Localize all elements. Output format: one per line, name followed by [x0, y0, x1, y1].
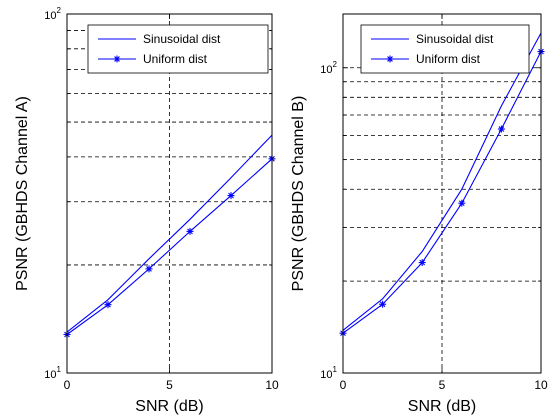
data-point: [227, 192, 235, 200]
data-point: [458, 199, 466, 207]
y-tick-label: 101: [44, 365, 61, 381]
legend-entry: Sinusoidal dist: [416, 32, 494, 46]
series-line-1: [66, 134, 273, 333]
y-tick-label: 102: [320, 60, 337, 76]
legend-marker: [386, 55, 394, 63]
legend-marker: [113, 55, 121, 63]
data-point: [104, 301, 112, 309]
data-point: [379, 300, 387, 308]
x-tick-label: 0: [64, 378, 71, 392]
legend-entry: Uniform dist: [416, 52, 481, 66]
legend-entry: Uniform dist: [143, 52, 208, 66]
axes-box: [66, 13, 273, 374]
x-tick-label: 10: [534, 378, 548, 392]
data-point: [418, 259, 426, 267]
x-tick-label: 5: [166, 378, 173, 392]
legend-entry: Sinusoidal dist: [143, 32, 221, 46]
legend-box: [87, 24, 269, 74]
data-point: [186, 227, 194, 235]
chart-panel-1: 0 5 10 101 102 SNR (dB) PSNR (GBHDS Channel A)…: [14, 6, 279, 415]
x-axis-label: SNR (dB): [135, 398, 203, 415]
y-tick-label: 101: [320, 365, 337, 381]
data-point: [497, 125, 505, 133]
series-line-2: [342, 51, 542, 334]
y-axis-label: PSNR (GBHDS Channel B): [290, 96, 307, 292]
legend-box: [360, 24, 530, 74]
series-line-1: [342, 32, 542, 331]
y-axis-label: PSNR (GBHDS Channel A): [14, 96, 31, 291]
data-point: [145, 265, 153, 273]
axes-box: [342, 13, 542, 374]
chart-panel-2: 0 5 10 101 102 SNR (dB) PSNR (GBHDS Channel B)…: [290, 13, 548, 415]
x-axis-label: SNR (dB): [408, 398, 476, 415]
x-tick-label: 5: [439, 378, 446, 392]
x-tick-label: 10: [265, 378, 279, 392]
series-line-2: [66, 158, 273, 335]
x-tick-label: 0: [340, 378, 347, 392]
y-tick-label: 102: [44, 6, 61, 22]
